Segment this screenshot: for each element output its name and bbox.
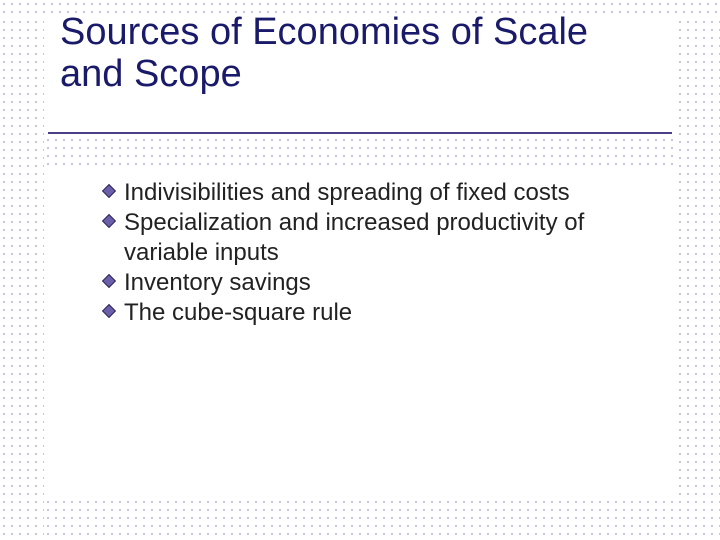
dot-band-mid: [44, 136, 676, 170]
diamond-icon: [102, 184, 116, 198]
title-underline: [48, 132, 672, 134]
list-item: The cube-square rule: [104, 298, 664, 328]
diamond-icon: [102, 304, 116, 318]
diamond-icon: [102, 214, 116, 228]
bullet-list: Indivisibilities and spreading of fixed …: [104, 178, 664, 328]
bullet-marker: [104, 178, 124, 196]
bullet-text: The cube-square rule: [124, 298, 664, 328]
bullet-text: Specialization and increased productivit…: [124, 208, 664, 268]
slide: Sources of Economies of Scale and Scope …: [0, 0, 720, 540]
dot-border-bottom: [44, 498, 676, 540]
list-item: Indivisibilities and spreading of fixed …: [104, 178, 664, 208]
bullet-marker: [104, 208, 124, 226]
dot-border-left: [0, 18, 44, 540]
slide-title: Sources of Economies of Scale and Scope: [60, 12, 660, 96]
bullet-text: Indivisibilities and spreading of fixed …: [124, 178, 664, 208]
dot-border-right: [676, 18, 720, 540]
bullet-marker: [104, 268, 124, 286]
bullet-marker: [104, 298, 124, 316]
diamond-icon: [102, 274, 116, 288]
list-item: Specialization and increased productivit…: [104, 208, 664, 268]
list-item: Inventory savings: [104, 268, 664, 298]
bullet-text: Inventory savings: [124, 268, 664, 298]
